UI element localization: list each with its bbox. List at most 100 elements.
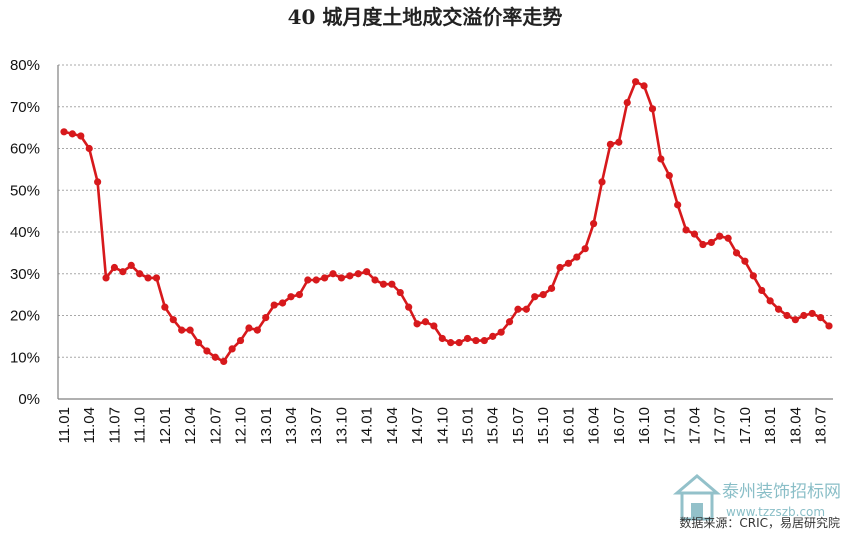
x-tick-label: 16.04 — [586, 407, 603, 445]
data-point — [102, 274, 110, 282]
x-tick-label: 14.07 — [409, 407, 426, 445]
data-point — [236, 336, 245, 345]
data-point — [371, 276, 379, 284]
watermark: 泰州装饰招标网 www.tzzszb.com — [672, 474, 841, 521]
data-point — [211, 353, 219, 361]
y-tick-label: 30% — [10, 266, 40, 283]
data-point — [203, 347, 211, 355]
data-point — [758, 286, 766, 295]
data-point — [539, 291, 547, 299]
y-tick-label: 60% — [10, 141, 40, 158]
data-point — [556, 263, 564, 272]
x-tick-label: 12.07 — [207, 407, 224, 445]
x-tick-label: 13.10 — [333, 407, 350, 445]
data-point — [178, 326, 186, 334]
data-point — [379, 280, 388, 288]
y-tick-label: 80% — [10, 57, 40, 74]
data-point — [262, 313, 270, 322]
data-point — [514, 305, 522, 313]
x-tick-label: 15.04 — [485, 407, 502, 445]
y-tick-label: 10% — [10, 349, 40, 366]
data-point — [220, 357, 228, 366]
data-point — [321, 274, 329, 282]
data-point — [312, 276, 320, 284]
data-point — [270, 301, 278, 309]
x-tick-label: 18.01 — [762, 407, 779, 445]
x-tick-label: 17.04 — [686, 407, 703, 445]
data-point — [463, 334, 472, 343]
x-tick-label: 14.10 — [434, 407, 451, 445]
data-point — [489, 332, 497, 340]
y-axis-ticks: 0% 10% 20% 30% 40% 50% 60% 70% 80% — [10, 57, 40, 408]
x-tick-label: 15.07 — [510, 407, 527, 445]
data-point — [455, 339, 463, 347]
gridlines — [58, 64, 833, 358]
data-point — [632, 78, 640, 86]
data-point — [640, 82, 648, 90]
data-point — [161, 303, 169, 311]
x-tick-label: 11.01 — [56, 407, 73, 443]
series-line — [63, 80, 830, 363]
x-tick-label: 12.10 — [233, 407, 250, 445]
data-point — [749, 272, 757, 280]
x-tick-label: 15.01 — [460, 407, 477, 445]
x-tick-label: 11.07 — [106, 407, 123, 443]
data-point — [110, 263, 119, 272]
data-point — [253, 326, 261, 334]
data-point — [413, 320, 421, 328]
data-point — [194, 339, 203, 347]
data-point — [169, 316, 177, 324]
data-point — [791, 316, 799, 324]
x-tick-label: 16.10 — [636, 407, 653, 445]
data-point — [690, 230, 699, 238]
data-point — [741, 257, 749, 265]
data-point — [304, 276, 312, 284]
x-tick-label: 12.04 — [182, 407, 199, 445]
data-point — [531, 293, 539, 301]
data-point — [800, 311, 808, 320]
data-point — [606, 140, 615, 148]
data-point — [732, 249, 741, 257]
x-tick-label: 18.07 — [813, 407, 830, 445]
data-point — [329, 270, 337, 278]
data-point — [699, 240, 707, 249]
data-point — [186, 326, 194, 334]
data-point — [497, 328, 505, 336]
watermark-url: www.tzzszb.com — [726, 505, 825, 519]
data-point — [396, 288, 404, 297]
data-point — [136, 270, 144, 278]
data-point — [657, 155, 665, 163]
data-point — [665, 172, 673, 180]
x-tick-label: 15.10 — [535, 407, 552, 445]
x-tick-label: 16.01 — [560, 407, 577, 445]
data-point — [354, 270, 362, 278]
data-point — [623, 98, 631, 107]
data-point — [363, 268, 371, 276]
watermark-name: 泰州装饰招标网 — [722, 482, 841, 502]
x-tick-label: 17.07 — [712, 407, 729, 445]
x-tick-label: 14.01 — [359, 407, 376, 445]
data-point — [405, 303, 413, 311]
data-point — [707, 238, 715, 247]
data-point — [85, 144, 93, 153]
data-point — [228, 345, 236, 353]
data-point — [278, 299, 287, 307]
data-point — [724, 234, 732, 242]
data-point — [547, 284, 556, 292]
x-tick-label: 16.07 — [611, 407, 628, 445]
data-point — [77, 132, 85, 140]
x-tick-label: 11.10 — [132, 407, 149, 443]
series-overflow-rate — [60, 78, 833, 366]
x-tick-label: 13.04 — [283, 407, 300, 445]
data-point — [472, 336, 480, 345]
data-point — [421, 318, 430, 326]
y-tick-label: 70% — [10, 99, 40, 116]
data-point — [808, 309, 816, 318]
data-point — [127, 261, 135, 269]
data-point — [825, 322, 833, 330]
data-point — [480, 336, 488, 345]
x-axis-ticks: 11.01 11.04 11.07 11.10 12.01 12.04 12.07 12.10… — [56, 407, 830, 445]
data-point — [598, 178, 606, 186]
data-point — [522, 305, 530, 313]
